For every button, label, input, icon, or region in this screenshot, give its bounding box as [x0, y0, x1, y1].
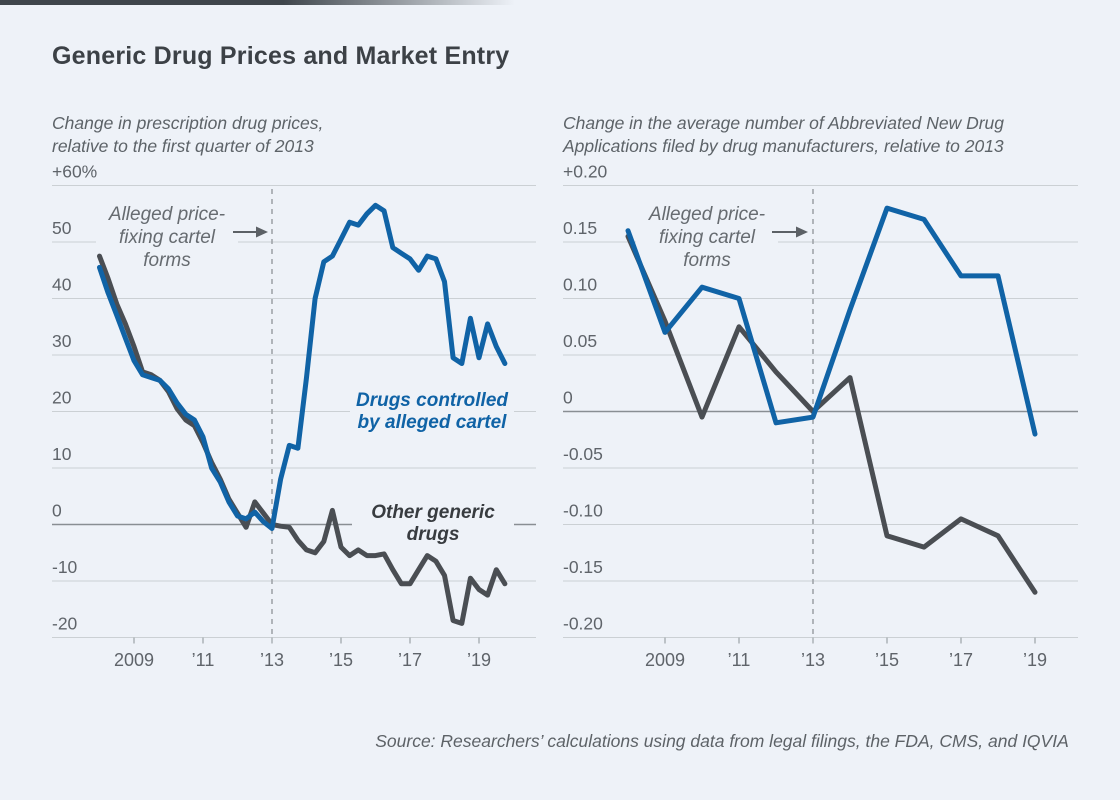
y-tick-label: -0.15 — [563, 557, 603, 577]
series-label-line: Drugs controlled — [355, 390, 508, 411]
y-tick-label: -0.10 — [563, 501, 603, 521]
x-tick-label: 2009 — [114, 650, 154, 670]
x-tick-label: ’11 — [728, 650, 751, 670]
annotation-line: forms — [683, 250, 731, 271]
other-generic-series-label: Other generic drugs — [352, 502, 514, 546]
right-chart-subtitle: Change in the average number of Abbrevia… — [563, 112, 1093, 158]
series-label-line: by alleged cartel — [357, 412, 507, 433]
y-tick-label: -20 — [52, 614, 78, 634]
series-line — [625, 205, 1038, 437]
annotation-arrow-head — [256, 226, 268, 238]
x-tick-label: ’19 — [1023, 650, 1047, 670]
top-accent-bar — [0, 0, 515, 5]
y-tick-label: 0.05 — [563, 331, 597, 351]
x-tick-label: ’13 — [801, 650, 825, 670]
annotation-line: fixing cartel — [658, 227, 756, 248]
y-tick-label: -0.20 — [563, 614, 603, 634]
cartel-series-label: Drugs controlled by alleged cartel — [350, 390, 514, 434]
annotation-line: Alleged price- — [648, 204, 766, 225]
y-tick-label: +0.20 — [563, 162, 608, 182]
label-halo — [636, 200, 778, 268]
figure-title: Generic Drug Prices and Market Entry — [52, 42, 510, 70]
y-tick-label: 0 — [563, 388, 573, 408]
cartel-forms-annotation-left: Alleged price- fixing cartel forms — [96, 203, 238, 272]
label-halo — [350, 387, 514, 437]
y-tick-label: 10 — [52, 444, 72, 464]
y-tick-label: 50 — [52, 218, 72, 238]
cartel-forms-annotation-right: Alleged price- fixing cartel forms — [636, 203, 778, 272]
series-label-line: drugs — [406, 524, 460, 545]
subtitle-line: Change in the average number of Abbrevia… — [563, 113, 1005, 133]
y-tick-label: 30 — [52, 331, 72, 351]
x-tick-label: ’17 — [398, 650, 422, 670]
x-tick-label: 2009 — [645, 650, 685, 670]
annotation-line: Alleged price- — [108, 204, 226, 225]
subtitle-line: Applications filed by drug manufacturers… — [563, 136, 1004, 156]
x-tick-label: ’15 — [329, 650, 353, 670]
label-halo — [96, 200, 238, 268]
x-tick-label: ’19 — [467, 650, 491, 670]
subtitle-line: relative to the first quarter of 2013 — [52, 136, 314, 156]
left-chart-subtitle: Change in prescription drug prices, rela… — [52, 112, 412, 158]
y-tick-label: 0 — [52, 501, 62, 521]
annotation-arrow-head — [796, 226, 808, 238]
source-note: Source: Researchers’ calculations using … — [375, 731, 1069, 751]
series-line — [97, 202, 508, 531]
annotation-line: forms — [143, 250, 191, 271]
subtitle-line: Change in prescription drug prices, — [52, 113, 324, 133]
y-tick-label: 0.15 — [563, 218, 597, 238]
y-tick-label: -10 — [52, 557, 78, 577]
series-line — [625, 233, 1038, 595]
y-tick-label: 20 — [52, 388, 72, 408]
x-tick-label: ’17 — [949, 650, 973, 670]
label-halo — [352, 499, 514, 546]
y-tick-label: 0.10 — [563, 275, 597, 295]
series-line — [97, 253, 508, 626]
series-label-line: Other generic — [371, 502, 495, 523]
x-tick-label: ’15 — [875, 650, 899, 670]
y-tick-label: -0.05 — [563, 444, 603, 464]
annotation-line: fixing cartel — [118, 227, 216, 248]
x-tick-label: ’13 — [260, 650, 284, 670]
y-tick-label: 40 — [52, 275, 72, 295]
x-tick-label: ’11 — [192, 650, 215, 670]
y-tick-label: +60% — [52, 162, 97, 182]
